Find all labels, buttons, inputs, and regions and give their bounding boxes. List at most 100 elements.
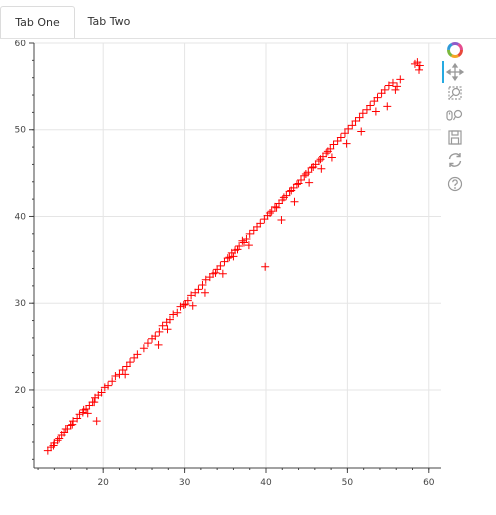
- y-tick-label: 20: [15, 386, 27, 396]
- data-point: [176, 302, 185, 311]
- data-point: [316, 155, 325, 164]
- data-point: [371, 107, 380, 116]
- data-point: [285, 187, 294, 196]
- data-points: [43, 58, 424, 455]
- data-point: [169, 310, 178, 319]
- data-point: [200, 288, 209, 297]
- data-point: [92, 417, 101, 426]
- data-point: [270, 202, 279, 211]
- axes: 20 30 40 50 60 20 30 40 50 60: [15, 40, 441, 488]
- data-point: [235, 241, 244, 250]
- data-point: [329, 140, 338, 149]
- wheel-zoom-icon[interactable]: [444, 106, 466, 126]
- data-point: [322, 149, 331, 158]
- data-point: [333, 137, 342, 146]
- x-tick-label: 40: [260, 478, 272, 488]
- plot-toolbar: [442, 40, 468, 200]
- data-point: [191, 288, 200, 297]
- save-icon[interactable]: [444, 128, 466, 148]
- data-point: [133, 350, 142, 359]
- data-point: [79, 405, 88, 414]
- data-point: [309, 163, 318, 172]
- data-point: [272, 203, 281, 212]
- data-point: [388, 78, 397, 87]
- data-point: [370, 97, 379, 106]
- reset-icon[interactable]: [444, 150, 466, 170]
- data-point: [83, 409, 92, 418]
- data-point: [383, 102, 392, 111]
- box-zoom-icon[interactable]: [444, 84, 466, 104]
- data-point: [205, 273, 214, 282]
- data-point: [43, 446, 52, 455]
- data-point: [139, 344, 148, 353]
- x-tick-label: 20: [97, 478, 109, 488]
- data-point: [181, 300, 190, 309]
- data-point: [253, 222, 262, 231]
- data-point: [287, 186, 296, 195]
- data-point: [68, 420, 77, 429]
- data-point: [143, 339, 152, 348]
- y-tick-label: 50: [15, 126, 27, 136]
- scatter-plot[interactable]: 20 30 40 50 60 20 30 40 50 60: [0, 40, 442, 500]
- data-point: [342, 139, 351, 148]
- data-point: [60, 428, 69, 437]
- y-tick-label: 60: [15, 40, 27, 49]
- data-point: [301, 169, 310, 178]
- data-point: [323, 147, 332, 156]
- x-tick-label: 30: [179, 478, 191, 488]
- data-point: [198, 280, 207, 289]
- data-point: [229, 252, 238, 261]
- tab-divider: [0, 38, 496, 39]
- data-point: [277, 215, 286, 224]
- help-icon[interactable]: [444, 174, 466, 194]
- data-point: [49, 441, 58, 450]
- data-point: [61, 424, 70, 433]
- data-point: [66, 421, 75, 430]
- data-point: [244, 241, 253, 250]
- data-point: [194, 285, 203, 294]
- data-point: [104, 381, 113, 390]
- data-point: [121, 370, 130, 379]
- data-point: [275, 199, 284, 208]
- data-point: [279, 193, 288, 202]
- tab-two[interactable]: Tab Two: [87, 15, 131, 28]
- data-point: [340, 129, 349, 138]
- data-point: [158, 321, 167, 330]
- data-point: [111, 372, 120, 381]
- data-point: [362, 105, 371, 114]
- data-point: [163, 325, 172, 334]
- data-point: [358, 109, 367, 118]
- data-point: [317, 164, 326, 173]
- data-point: [290, 197, 299, 206]
- data-point: [260, 215, 269, 224]
- data-point: [305, 178, 314, 187]
- data-point: [173, 308, 182, 317]
- data-point: [233, 245, 242, 254]
- data-point: [100, 383, 109, 392]
- data-point: [165, 315, 174, 324]
- data-point: [366, 101, 375, 110]
- data-point: [415, 61, 424, 70]
- data-point: [351, 117, 360, 126]
- data-point: [75, 410, 84, 419]
- data-point: [373, 93, 382, 102]
- data-point: [266, 209, 275, 217]
- data-point: [85, 401, 94, 410]
- y-tick-label: 30: [15, 299, 27, 309]
- bokeh-logo-icon[interactable]: [444, 40, 466, 60]
- data-point: [151, 332, 160, 341]
- tab-one[interactable]: Tab One: [0, 6, 75, 39]
- data-point: [384, 81, 393, 90]
- data-point: [97, 388, 106, 397]
- y-tick-label: 40: [15, 212, 27, 222]
- data-point: [55, 434, 64, 443]
- data-point: [267, 207, 276, 216]
- data-point: [256, 219, 265, 228]
- data-point: [122, 362, 131, 371]
- data-point: [261, 262, 270, 271]
- pan-icon[interactable]: [444, 62, 466, 82]
- data-point: [187, 291, 196, 300]
- data-point: [327, 153, 336, 162]
- data-point: [393, 82, 402, 91]
- data-point: [220, 257, 229, 266]
